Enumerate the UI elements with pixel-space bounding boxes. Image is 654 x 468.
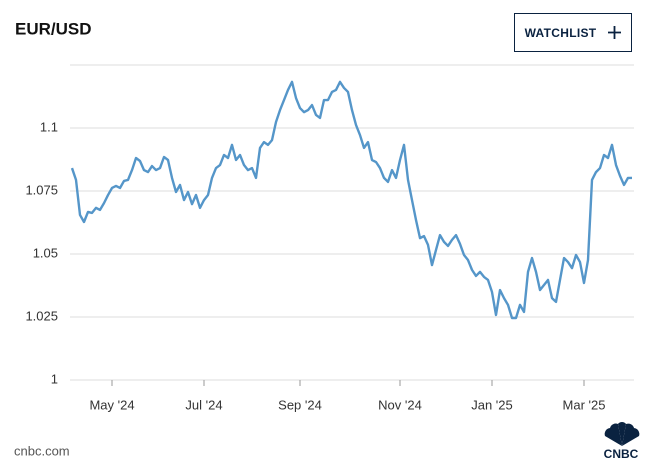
- y-tick-label: 1: [51, 371, 58, 386]
- x-tick-label: Jul '24: [185, 397, 222, 412]
- x-tick-label: Nov '24: [378, 397, 422, 412]
- source: cnbc.com: [14, 443, 70, 458]
- x-tick-label: Jan '25: [471, 397, 513, 412]
- watchlist-button[interactable]: WATCHLIST: [514, 13, 632, 52]
- y-tick-label: 1.025: [25, 308, 58, 323]
- logo-icon: [604, 422, 640, 446]
- x-tick-label: Sep '24: [278, 397, 322, 412]
- x-tick-label: May '24: [89, 397, 134, 412]
- chart-title: EUR/USD: [15, 19, 92, 38]
- y-tick-label: 1.05: [33, 245, 58, 260]
- button-label: WATCHLIST: [524, 25, 597, 40]
- plus-icon: [608, 26, 622, 39]
- logo-text: CNBC: [604, 447, 639, 461]
- x-tick-label: Mar '25: [563, 397, 606, 412]
- y-tick-label: 1.1: [40, 119, 58, 134]
- y-tick-label: 1.075: [25, 182, 58, 197]
- price-line: [70, 80, 632, 320]
